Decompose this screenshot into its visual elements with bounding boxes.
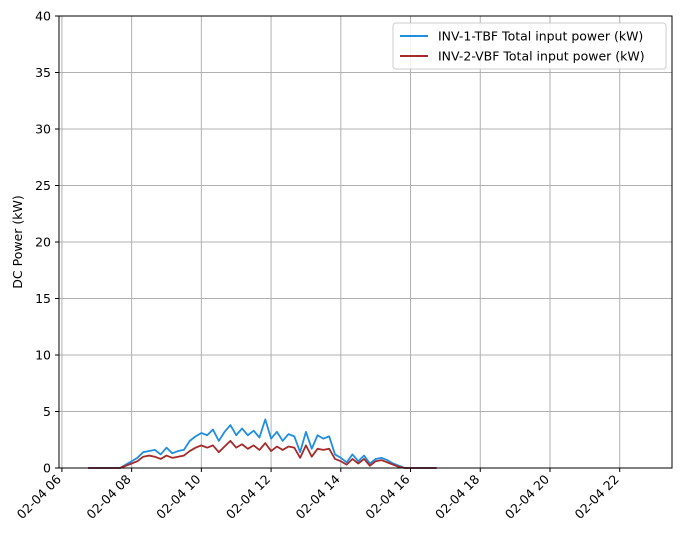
y-tick-label: 5 <box>43 404 51 419</box>
y-tick-label: 40 <box>35 9 51 24</box>
series-lines <box>88 418 437 469</box>
y-tick-label: 35 <box>35 65 51 80</box>
series-line-1 <box>88 418 437 469</box>
y-tick-label: 0 <box>43 461 51 476</box>
y-tick-label: 10 <box>35 348 51 363</box>
y-tick-label: 15 <box>35 291 51 306</box>
y-tick-label: 30 <box>35 122 51 137</box>
y-tick-label: 20 <box>35 235 51 250</box>
legend: INV-1-TBF Total input power (kW) INV-2-V… <box>392 22 667 70</box>
series-line-2 <box>88 439 437 469</box>
y-axis-label: DC Power (kW) <box>10 195 25 288</box>
y-tick-label: 25 <box>35 178 51 193</box>
legend-label-inv-1: INV-1-TBF Total input power (kW) <box>438 29 643 44</box>
legend-box <box>392 22 667 70</box>
legend-label-inv-2: INV-2-VBF Total input power (kW) <box>438 49 645 64</box>
